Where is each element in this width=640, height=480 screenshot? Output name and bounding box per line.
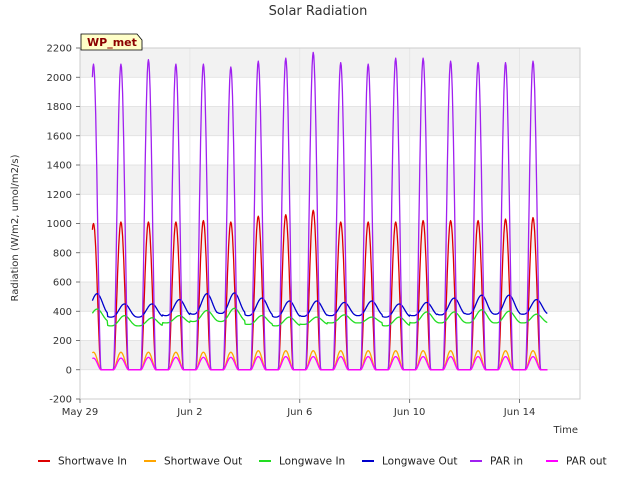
y-tick-label: 2000 bbox=[47, 73, 72, 84]
legend: Shortwave In Shortwave Out Longwave In Long… bbox=[38, 456, 607, 468]
grid-band bbox=[80, 340, 580, 370]
y-tick-label: 1200 bbox=[47, 190, 72, 201]
y-tick-label: 2200 bbox=[47, 44, 72, 55]
x-tick-label: May 29 bbox=[62, 407, 99, 418]
grid-band bbox=[80, 106, 580, 136]
x-tick-label: Jun 6 bbox=[286, 407, 312, 418]
x-tick-label: Jun 10 bbox=[393, 407, 426, 418]
legend-label: Longwave In bbox=[279, 456, 345, 468]
plot-background bbox=[80, 48, 580, 370]
x-tick-label: Jun 14 bbox=[503, 407, 536, 418]
series-line-par-in bbox=[91, 51, 548, 371]
y-tick-label: 400 bbox=[53, 307, 72, 318]
grid-band bbox=[80, 165, 580, 195]
legend-label: Longwave Out bbox=[382, 456, 457, 468]
y-tick-label: 1000 bbox=[47, 219, 72, 230]
site-badge-label: WP_met bbox=[87, 36, 137, 49]
series-line-longwave-out bbox=[91, 292, 548, 318]
y-axis-ticks: -200 0 200 400 600 800 1000 1200 1400 1600 1800 200… bbox=[47, 44, 80, 406]
y-tick-label: 800 bbox=[53, 248, 72, 259]
legend-label: Shortwave Out bbox=[164, 456, 242, 468]
y-tick-label: 1600 bbox=[47, 131, 72, 142]
y-axis-label: Radiation (W/m2, umol/m2/s) bbox=[10, 154, 21, 301]
y-tick-label: 1400 bbox=[47, 161, 72, 172]
y-tick-label: 1800 bbox=[47, 102, 72, 113]
legend-label: Shortwave In bbox=[58, 456, 127, 468]
legend-label: PAR in bbox=[490, 456, 523, 468]
y-tick-label: 200 bbox=[53, 336, 72, 347]
site-badge: WP_met bbox=[80, 33, 143, 51]
y-tick-label: 600 bbox=[53, 278, 72, 289]
grid-band bbox=[80, 48, 580, 78]
y-tick-label: -200 bbox=[49, 395, 72, 406]
series-line-par-out bbox=[91, 355, 548, 371]
chart-title: Solar Radiation bbox=[269, 4, 368, 19]
grid-band bbox=[80, 282, 580, 312]
grid-band bbox=[80, 223, 580, 253]
series-layer bbox=[91, 51, 548, 371]
y-tick-label: 0 bbox=[66, 365, 72, 376]
x-axis-ticks: May 29 Jun 2 Jun 6 Jun 10 Jun 14 bbox=[62, 399, 536, 418]
site-badge-shape bbox=[80, 33, 143, 51]
x-tick-label: Jun 2 bbox=[176, 407, 202, 418]
legend-label: PAR out bbox=[566, 456, 607, 468]
x-axis-label: Time bbox=[553, 425, 578, 436]
